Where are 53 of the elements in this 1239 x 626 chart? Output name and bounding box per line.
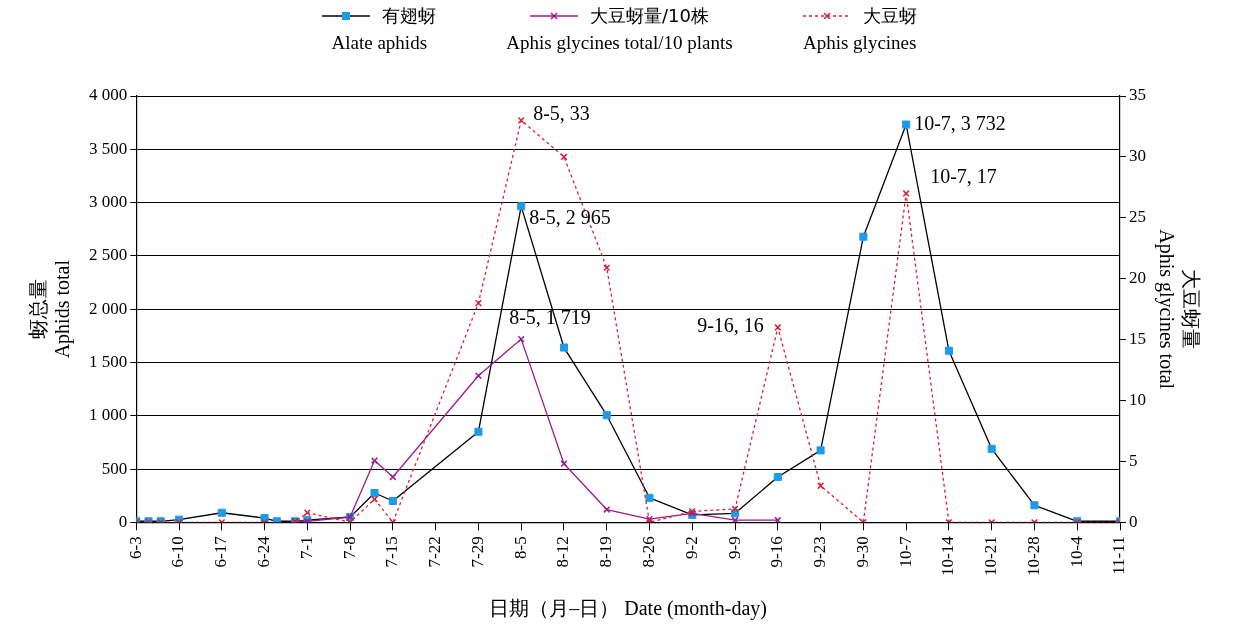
x-tick-label: 9-16 <box>767 536 787 568</box>
y2-tick-label: 25 <box>1129 207 1146 227</box>
data-label: 8-5, 33 <box>533 101 590 124</box>
x-tick-label: 8-26 <box>638 536 658 568</box>
x-tick-label: 7-8 <box>339 536 359 560</box>
y-tick-label: 2 000 <box>89 298 128 318</box>
y-axis-title: 蚜总量 Aphids total <box>27 259 75 359</box>
data-label: 8-5, 1 719 <box>509 306 591 329</box>
x-tick-label: 9-23 <box>810 536 830 568</box>
x-tick-label: 10-7 <box>895 535 915 568</box>
x-tick-label: 9-2 <box>681 536 701 560</box>
x-tick-label: 7-1 <box>296 536 316 560</box>
x-tick-label: 7-29 <box>467 536 487 568</box>
x-tick-label: 10-21 <box>981 536 1001 577</box>
x-tick-label: 6-24 <box>254 535 274 568</box>
legend-label: 大豆蚜 Aphis glycines <box>802 4 917 54</box>
legend-label: 有翅蚜 Alate aphids <box>331 4 437 54</box>
y-tick-label: 500 <box>101 458 128 478</box>
x-tick-label: 7-15 <box>382 536 402 568</box>
x-tick-label: 10-28 <box>1023 536 1043 577</box>
x-tick-label: 9-9 <box>724 536 744 560</box>
y-tick-label: 3 000 <box>89 192 128 212</box>
x-tick-label: 10-14 <box>938 535 958 577</box>
y-tick-label: 1 000 <box>89 405 128 425</box>
y-tick-label: 2 500 <box>89 245 128 265</box>
data-label: 10-7, 17 <box>930 164 997 187</box>
y2-tick-label: 35 <box>1129 85 1146 105</box>
x-tick-label: 7-22 <box>425 536 445 568</box>
x-tick-label: 6-17 <box>211 535 231 568</box>
x-tick-label: 10-4 <box>1066 535 1086 568</box>
x-tick-label: 8-5 <box>510 536 530 560</box>
y2-tick-label: 5 <box>1129 450 1138 470</box>
x-axis-title: 日期（月–日） Date (month-day) <box>489 597 767 621</box>
data-label: 8-5, 2 965 <box>529 205 611 228</box>
x-tick-label: 9-30 <box>852 536 872 568</box>
y2-tick-label: 0 <box>1129 511 1138 531</box>
y2-tick-label: 15 <box>1129 329 1146 349</box>
y2-tick-label: 20 <box>1129 268 1146 288</box>
y-tick-label: 1 500 <box>89 351 128 371</box>
x-tick-label: 6-10 <box>168 536 188 568</box>
data-label: 10-7, 3 732 <box>914 111 1006 134</box>
x-tick-label: 8-12 <box>553 536 573 568</box>
x-tick-label: 8-19 <box>596 536 616 568</box>
y2-tick-label: 10 <box>1129 390 1146 409</box>
y-tick-label: 0 <box>118 511 128 531</box>
x-tick-label: 11-11 <box>1109 536 1129 575</box>
y2-tick-label: 30 <box>1129 146 1146 166</box>
legend-label: 大豆蚜量/10株 Aphis glycines total/10 plants <box>506 4 733 54</box>
x-tick-label: 6-3 <box>125 536 145 560</box>
y-tick-label: 3 500 <box>89 138 128 158</box>
y-tick-label: 4 000 <box>89 85 128 105</box>
data-label: 9-16, 16 <box>697 313 764 336</box>
y2-axis-title: 大豆蚜量 Aphis glycines total <box>1154 229 1202 390</box>
